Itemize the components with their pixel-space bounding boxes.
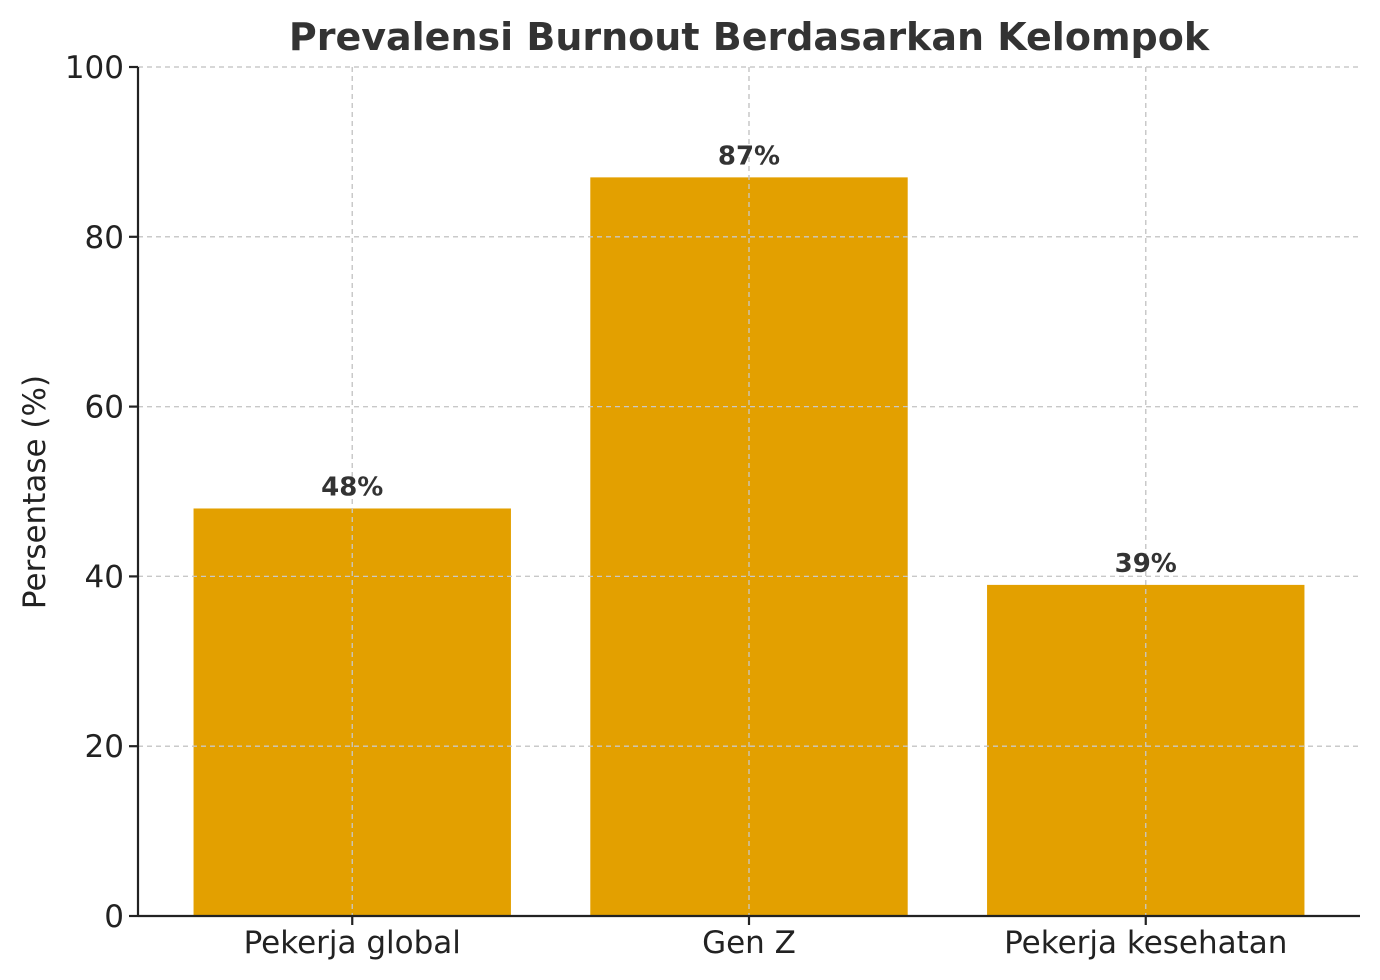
x-tick-label: Pekerja global xyxy=(244,925,461,961)
y-axis-label: Persentase (%) xyxy=(17,375,53,609)
y-tick-label: 40 xyxy=(85,559,124,595)
y-tick-label: 20 xyxy=(85,729,124,765)
chart-title: Prevalensi Burnout Berdasarkan Kelompok xyxy=(289,15,1210,59)
data-label: 39% xyxy=(1115,549,1177,579)
y-tick-label: 80 xyxy=(85,220,124,256)
y-tick-label: 0 xyxy=(104,899,124,935)
labels: 0 20 40 60 80 100 Pekerja global 48% Gen Z 87% Pek… xyxy=(65,50,1288,961)
data-label: 48% xyxy=(321,472,383,502)
y-tick-label: 100 xyxy=(65,50,124,86)
x-tick-label: Pekerja kesehatan xyxy=(1004,925,1287,961)
y-tick-label: 60 xyxy=(85,390,124,426)
bars xyxy=(193,177,1305,916)
axes xyxy=(129,65,1360,925)
gridlines-overlay xyxy=(138,66,1360,916)
x-tick-label: Gen Z xyxy=(702,925,796,961)
data-label: 87% xyxy=(718,141,780,171)
